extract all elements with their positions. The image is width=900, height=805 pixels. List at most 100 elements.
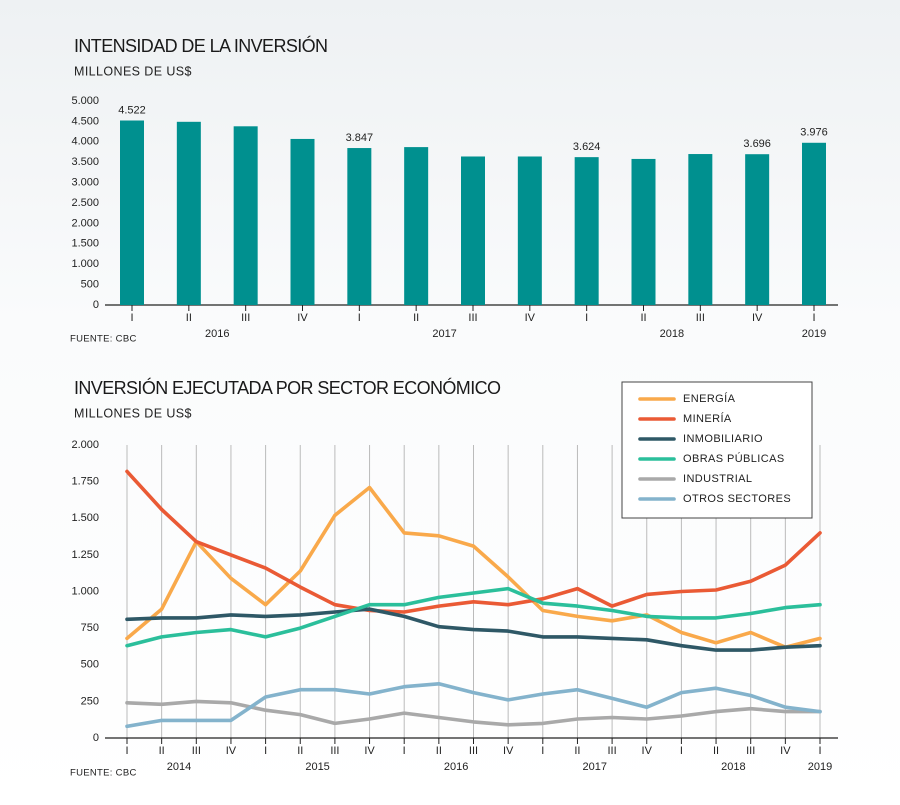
x-tick-label: II xyxy=(640,312,646,324)
y-tick-label: 500 xyxy=(81,659,99,671)
value-label: 3.696 xyxy=(743,138,771,150)
x-tick-label: II xyxy=(436,745,442,757)
x-tick-label: IV xyxy=(364,745,375,757)
y-tick-label: 4.500 xyxy=(71,115,99,127)
chart-subtitle: MILLONES DE US$ xyxy=(74,406,192,420)
year-label: 2016 xyxy=(205,328,229,340)
series-line xyxy=(125,485,822,649)
year-label: 2019 xyxy=(802,328,826,340)
y-tick-label: 1.750 xyxy=(71,476,99,488)
x-tick-label: IV xyxy=(503,745,514,757)
bar xyxy=(517,156,542,305)
x-tick-label: III xyxy=(696,312,705,324)
chart-title: INTENSIDAD DE LA INVERSIÓN xyxy=(74,35,327,56)
year-label: 2018 xyxy=(721,761,745,773)
x-tick-label: III xyxy=(746,745,755,757)
series-line xyxy=(125,682,822,729)
legend-label: MINERÍA xyxy=(683,412,732,425)
y-tick-label: 4.000 xyxy=(71,136,99,148)
value-label: 3.847 xyxy=(346,132,374,144)
x-tick-label: III xyxy=(468,312,477,324)
x-tick-label: II xyxy=(297,745,303,757)
x-tick-label: III xyxy=(192,745,201,757)
x-tick-label: I xyxy=(125,745,128,757)
value-label: 3.976 xyxy=(800,127,828,139)
bar xyxy=(404,147,429,305)
y-tick-label: 5.000 xyxy=(71,95,99,107)
bar xyxy=(461,156,485,305)
legend-label: INDUSTRIAL xyxy=(683,473,752,485)
x-tick-label: IV xyxy=(226,745,237,757)
bar xyxy=(176,121,201,305)
y-tick-label: 1.000 xyxy=(71,258,99,270)
y-tick-label: 0 xyxy=(93,299,99,311)
chart-subtitle: MILLONES DE US$ xyxy=(74,64,192,78)
y-tick-label: 750 xyxy=(81,622,99,634)
series-line xyxy=(125,586,822,648)
year-label: 2016 xyxy=(444,761,468,773)
year-label: 2019 xyxy=(808,761,832,773)
y-tick-label: 2.000 xyxy=(71,217,99,229)
legend: ENERGÍA MINERÍA INMOBILIARIO OBRAS PÚBLICAS… xyxy=(621,381,813,519)
x-tick-label: I xyxy=(585,312,588,324)
year-label: 2017 xyxy=(432,328,456,340)
year-label: 2015 xyxy=(305,761,329,773)
series-line xyxy=(125,469,822,614)
source: FUENTE: CBC xyxy=(70,334,137,345)
x-tick-label: III xyxy=(469,745,478,757)
y-tick-label: 250 xyxy=(81,695,99,707)
legend-label: OBRAS PÚBLICAS xyxy=(683,452,785,465)
bar xyxy=(802,142,826,305)
bar xyxy=(631,158,656,305)
y-tick-label: 1.500 xyxy=(71,238,99,250)
x-tick-label: IV xyxy=(297,312,308,324)
x-tick-label: I xyxy=(358,312,361,324)
x-tick-label: I xyxy=(130,312,133,324)
y-tick-label: 1.250 xyxy=(71,549,99,561)
x-tick-label: II xyxy=(186,312,192,324)
x-tick-label: II xyxy=(574,745,580,757)
legend-label: INMOBILIARIO xyxy=(683,433,763,445)
x-tick-label: II xyxy=(413,312,419,324)
year-label: 2017 xyxy=(583,761,607,773)
x-tick-label: I xyxy=(680,745,683,757)
chart-title: INVERSIÓN EJECUTADA POR SECTOR ECONÓMICO xyxy=(74,377,501,398)
x-tick-label: I xyxy=(264,745,267,757)
year-label: 2018 xyxy=(660,328,684,340)
y-tick-label: 1.000 xyxy=(71,585,99,597)
x-tick-label: I xyxy=(541,745,544,757)
bar xyxy=(688,154,713,305)
y-tick-label: 1.500 xyxy=(71,512,99,524)
value-label: 4.522 xyxy=(118,104,146,116)
x-tick-label: IV xyxy=(752,312,763,324)
y-tick-label: 2.500 xyxy=(71,197,99,209)
x-tick-label: IV xyxy=(525,312,536,324)
value-label: 3.624 xyxy=(573,141,601,153)
bar xyxy=(120,120,144,305)
year-label: 2014 xyxy=(167,761,191,773)
y-tick-label: 2.000 xyxy=(71,439,99,451)
y-tick-label: 3.500 xyxy=(71,156,99,168)
bar xyxy=(290,138,315,305)
bar xyxy=(745,154,770,305)
bar xyxy=(347,148,372,305)
legend-label: OTROS SECTORES xyxy=(683,493,791,505)
x-tick-label: III xyxy=(241,312,250,324)
x-tick-label: III xyxy=(608,745,617,757)
x-tick-label: IV xyxy=(642,745,653,757)
y-tick-label: 500 xyxy=(81,279,99,291)
x-tick-label: II xyxy=(713,745,719,757)
x-tick-label: II xyxy=(159,745,165,757)
series-line xyxy=(125,607,822,652)
x-tick-label: I xyxy=(818,745,821,757)
x-tick-label: I xyxy=(403,745,406,757)
bar xyxy=(233,126,258,306)
source: FUENTE: CBC xyxy=(70,768,137,779)
legend-label: ENERGÍA xyxy=(683,392,736,405)
x-tick-label: III xyxy=(330,745,339,757)
y-tick-label: 3.000 xyxy=(71,177,99,189)
y-tick-label: 0 xyxy=(93,732,99,744)
x-tick-label: IV xyxy=(780,745,791,757)
x-tick-label: I xyxy=(812,312,815,324)
